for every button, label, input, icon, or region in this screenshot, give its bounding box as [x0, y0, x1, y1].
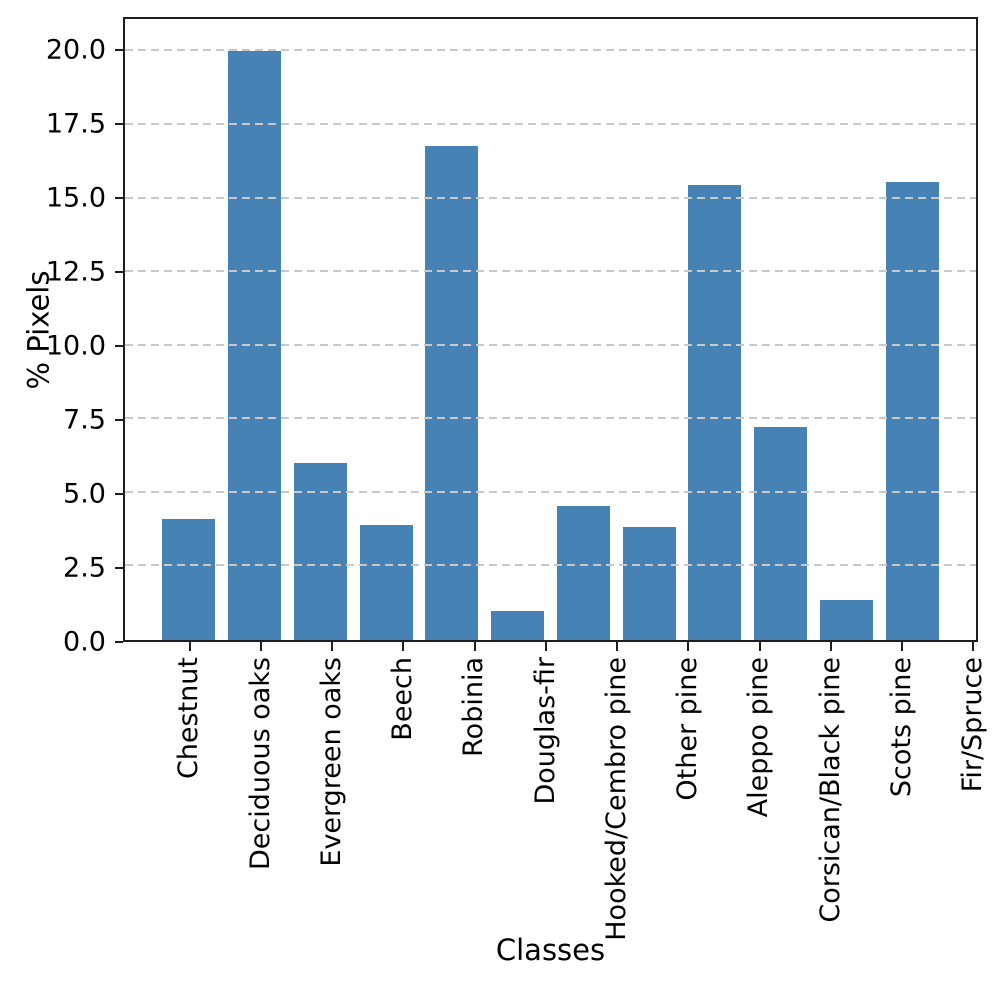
- x-tick-label: Hooked/Cembro pine: [600, 657, 632, 941]
- x-tick-column: [867, 642, 938, 651]
- bar-column: [551, 19, 617, 640]
- y-tick-label: 15.0: [45, 182, 106, 214]
- x-tick-label: Aleppo pine: [743, 657, 775, 818]
- y-tick-mark: [115, 641, 123, 643]
- x-tick-mark: [188, 642, 191, 651]
- x-tick-label: Fir/Spruce: [957, 657, 989, 793]
- y-tick-mark: [115, 196, 123, 199]
- bar: [688, 185, 742, 640]
- bar-column: [156, 19, 222, 640]
- bar: [359, 525, 413, 640]
- bar-column: [682, 19, 748, 640]
- bars-container: [125, 19, 976, 640]
- x-tick-label: Deciduous oaks: [244, 657, 276, 871]
- y-tick-mark: [115, 418, 123, 421]
- bar: [162, 519, 216, 640]
- x-tick-column: [510, 642, 581, 651]
- bar-column: [814, 19, 880, 640]
- x-tick-label: Robinia: [458, 657, 490, 757]
- bar-column: [485, 19, 551, 640]
- y-tick-mark: [115, 492, 123, 495]
- bar: [622, 526, 676, 640]
- bar-column: [616, 19, 682, 640]
- y-tick-mark: [115, 270, 123, 273]
- y-tick-label: 2.5: [63, 552, 106, 584]
- x-tick-column: [938, 642, 997, 651]
- x-label-column: Robinia: [439, 657, 510, 942]
- x-label-column: Douglas-fir: [510, 657, 581, 942]
- x-label-column: Corsican/Black pine: [795, 657, 866, 942]
- y-tick-label: 10.0: [45, 330, 106, 362]
- x-tick-mark: [544, 642, 547, 651]
- y-tick-mark: [115, 122, 123, 125]
- x-label-column: Other pine: [653, 657, 724, 942]
- x-tick-mark: [687, 642, 690, 651]
- x-tick-mark: [972, 642, 975, 651]
- x-tick-label: Evergreen oaks: [315, 657, 347, 867]
- x-tick-mark: [473, 642, 476, 651]
- x-tick-label: Other pine: [672, 657, 704, 801]
- y-tick-mark: [115, 48, 123, 51]
- y-tick-label: 20.0: [45, 34, 106, 66]
- y-tick-label: 0.0: [63, 626, 106, 658]
- bar-column: [879, 19, 945, 640]
- x-tick-column: [724, 642, 795, 651]
- x-tick-mark: [901, 642, 904, 651]
- x-tick-column: [368, 642, 439, 651]
- bar-column: [288, 19, 354, 640]
- y-tick-mark: [115, 344, 123, 347]
- y-tick-label: 12.5: [45, 256, 106, 288]
- x-tick-label: Scots pine: [885, 657, 917, 798]
- x-tick-mark: [402, 642, 405, 651]
- x-tick-column: [297, 642, 368, 651]
- x-tick-mark: [259, 642, 262, 651]
- y-tick-label: 5.0: [63, 478, 106, 510]
- bar: [754, 426, 808, 640]
- x-tick-column: [582, 642, 653, 651]
- bar: [293, 463, 347, 640]
- y-axis: 0.0 2.5 5.0 7.5 10.0 12.5 15.0 17.5 20.0: [0, 17, 123, 656]
- x-tick-column: [154, 642, 225, 651]
- x-tick-mark: [758, 642, 761, 651]
- x-axis-ticks: [123, 642, 997, 651]
- x-label-column: Chestnut: [154, 657, 225, 942]
- x-label-column: Beech: [368, 657, 439, 942]
- x-axis-labels: Chestnut Deciduous oaks Evergreen oaks Beec…: [123, 657, 997, 942]
- y-tick-label: 7.5: [63, 404, 106, 436]
- x-tick-label: Chestnut: [173, 657, 205, 780]
- bar: [819, 600, 873, 640]
- x-label-column: Scots pine: [867, 657, 938, 942]
- bar: [491, 610, 545, 640]
- bar: [556, 506, 610, 640]
- x-label-column: Hooked/Cembro pine: [582, 657, 653, 942]
- bar-column: [353, 19, 419, 640]
- x-tick-label: Douglas-fir: [529, 657, 561, 805]
- x-tick-column: [439, 642, 510, 651]
- bar-column: [222, 19, 288, 640]
- bar: [228, 51, 282, 640]
- bar-column: [419, 19, 485, 640]
- bar: [885, 182, 939, 640]
- x-tick-mark: [829, 642, 832, 651]
- bar-column: [748, 19, 814, 640]
- x-tick-label: Corsican/Black pine: [814, 657, 846, 923]
- x-label-column: Evergreen oaks: [297, 657, 368, 942]
- x-axis-title: Classes: [495, 933, 606, 967]
- y-tick-mark: [115, 566, 123, 569]
- x-tick-mark: [331, 642, 334, 651]
- x-tick-column: [795, 642, 866, 651]
- y-tick-label: 17.5: [45, 108, 106, 140]
- x-label-column: Fir/Spruce: [938, 657, 997, 942]
- x-tick-label: Beech: [387, 657, 419, 741]
- x-label-column: Deciduous oaks: [225, 657, 296, 942]
- plot-area: [123, 17, 978, 642]
- x-tick-column: [653, 642, 724, 651]
- x-tick-mark: [616, 642, 619, 651]
- x-label-column: Aleppo pine: [724, 657, 795, 942]
- x-tick-column: [225, 642, 296, 651]
- bar: [425, 145, 479, 640]
